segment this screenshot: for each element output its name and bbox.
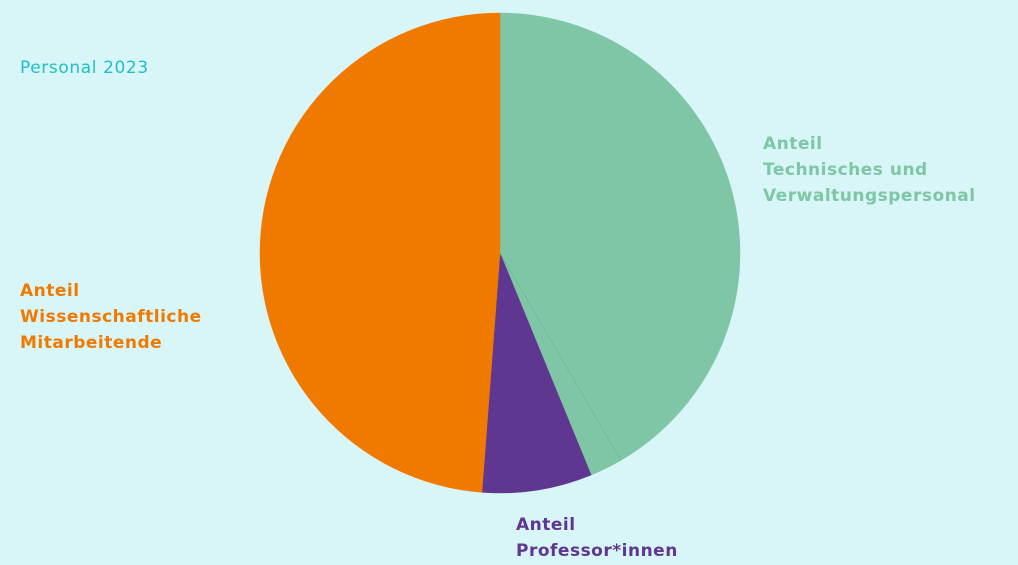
label-technisches-verwaltungspersonal: Anteil Technisches und Verwaltungsperson… <box>763 131 976 209</box>
label-line: Technisches und <box>763 160 928 180</box>
label-line: Professor*innen <box>516 541 678 561</box>
label-line: Wissenschaftliche <box>20 307 202 327</box>
pie-slice-0 <box>499 12 741 461</box>
slice-separator <box>499 252 622 461</box>
label-wissenschaftliche-mitarbeitende: Anteil Wissenschaftliche Mitarbeitende <box>20 278 202 356</box>
label-line: Anteil <box>20 281 80 301</box>
label-line: Verwaltungspersonal <box>763 186 976 206</box>
label-line: Mitarbeitende <box>20 333 163 353</box>
label-line: Anteil <box>763 134 823 154</box>
pie-slice-2 <box>481 252 592 494</box>
label-professorinnen: Anteil Professor*innen <box>516 512 678 564</box>
pie-slice-3 <box>259 12 501 493</box>
label-line: Anteil <box>516 515 576 535</box>
chart-title: Personal 2023 <box>20 58 149 78</box>
